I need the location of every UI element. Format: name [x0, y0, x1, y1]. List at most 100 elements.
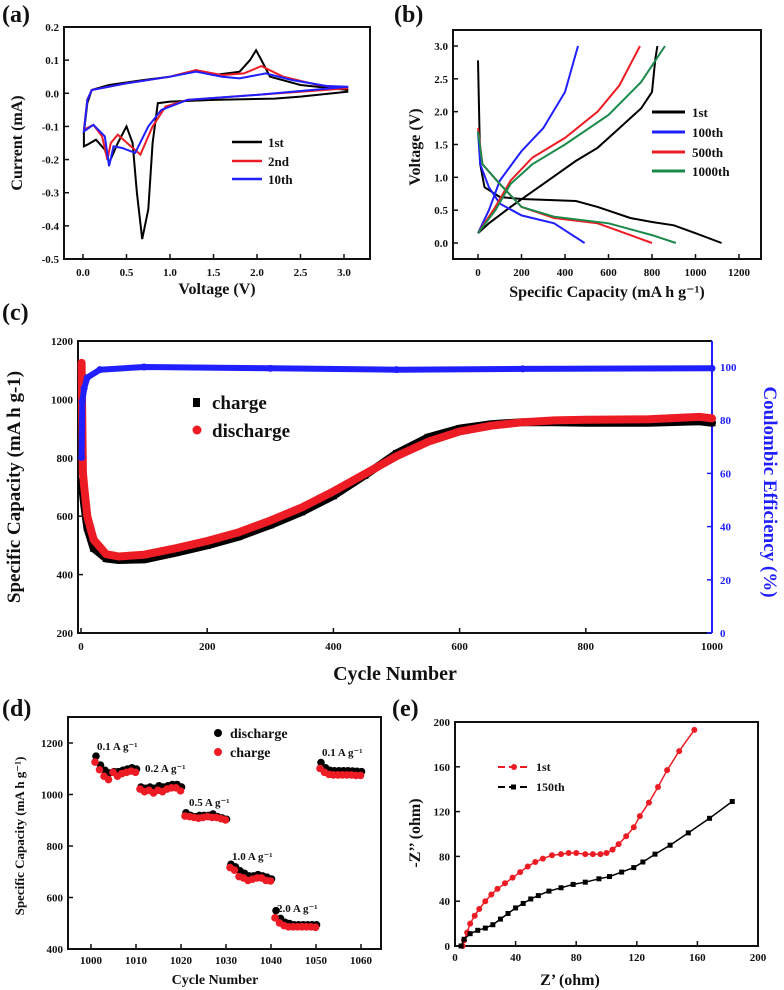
y-tick-label: 1000: [51, 394, 74, 406]
y-tick-label: 1200: [51, 336, 74, 348]
y-axis-label: Current (mA): [9, 95, 26, 190]
data-point-1st: [623, 833, 630, 840]
data-point-1st: [565, 850, 572, 857]
rate-annotation: 0.5 A g⁻¹: [189, 797, 230, 809]
y-tick-label: -0.2: [42, 155, 60, 167]
y-tick-label: 1.5: [434, 140, 448, 152]
x-tick-label: 0.5: [120, 267, 134, 279]
legend-label: 100th: [692, 125, 724, 140]
legend-label: 1000th: [692, 164, 730, 179]
data-point-1st: [645, 799, 652, 806]
panel-e: (e) 0 40 80 120 160 200 0 40 80 120 160 200 Z’ (ohm) -…: [392, 696, 767, 989]
y-tick-label: -0.1: [42, 121, 59, 133]
series-line-10th: [82, 70, 349, 167]
data-point-discharge: [272, 906, 280, 915]
x-tick-label: 0.0: [76, 267, 90, 279]
data-point-discharge: [456, 428, 464, 436]
series-line-150th: [460, 800, 733, 947]
data-point-150th: [461, 936, 467, 942]
data-point-150th: [729, 799, 735, 805]
y-axis-label: Specific Capacity (mA h g⁻¹): [12, 757, 27, 916]
data-point-discharge: [329, 487, 337, 495]
y-tick-label: 40: [439, 896, 451, 908]
data-point-discharge: [78, 359, 86, 367]
y-axis-label: Voltage (V): [407, 108, 424, 185]
y-tick-label: 1000: [41, 790, 64, 802]
legend-label: discharge: [212, 421, 290, 442]
x-tick-label: 600: [600, 267, 617, 279]
y-tick-label: 160: [434, 762, 451, 774]
axes-frame: [452, 29, 762, 260]
x-tick-label: 1.5: [207, 267, 221, 279]
x-tick-label: 80: [571, 952, 583, 964]
data-point-150th: [607, 874, 613, 880]
panel-label: (d): [2, 696, 31, 722]
data-point-150th: [475, 927, 481, 933]
data-point-charge: [90, 544, 98, 552]
x-tick-label: 0: [78, 641, 84, 653]
y2-tick-label: 40: [720, 522, 732, 534]
data-point-charge: [356, 771, 365, 780]
data-point-charge: [95, 765, 104, 774]
legend-marker-discharge: [214, 729, 222, 737]
data-point-charge: [235, 533, 243, 541]
data-point-charge: [311, 923, 320, 932]
panel-label: (b): [394, 2, 423, 28]
data-point-charge: [271, 914, 279, 922]
data-point-1st: [558, 851, 565, 858]
data-point-efficiency: [78, 398, 86, 406]
data-point-150th: [528, 896, 534, 902]
data-point-1st: [488, 891, 495, 898]
data-point-1st: [582, 851, 589, 858]
data-point-1st: [509, 874, 516, 881]
y-tick-label: 600: [57, 511, 74, 523]
data-point-efficiency: [83, 374, 91, 382]
data-point-charge: [172, 549, 180, 557]
data-point-150th: [685, 830, 691, 836]
x-tick-label: 2.0: [250, 267, 264, 279]
x-tick-label: 400: [557, 267, 574, 279]
data-point-1st: [482, 898, 489, 905]
y2-tick-label: 80: [720, 415, 732, 427]
data-point-1st: [471, 912, 478, 919]
data-point-150th: [490, 922, 496, 928]
data-point-1st: [467, 920, 474, 927]
y2-tick-label: 20: [720, 575, 732, 587]
y-tick-label: 800: [47, 841, 64, 853]
data-point-150th: [631, 865, 637, 871]
data-point-efficiency: [393, 366, 400, 374]
data-point-1st: [691, 726, 698, 733]
y-tick-label: 2.0: [434, 107, 448, 119]
data-point-charge: [266, 877, 275, 885]
y-tick-label: 1200: [41, 738, 64, 750]
x-axis-label: Cycle Number: [333, 663, 457, 685]
x-tick-label: 1.0: [163, 267, 177, 279]
data-point-1st: [548, 852, 555, 859]
charge-curve-1000th: [477, 45, 666, 234]
data-point-1st: [532, 859, 539, 865]
data-point-1st: [664, 767, 671, 774]
data-point-150th: [582, 879, 588, 885]
data-point-150th: [505, 911, 511, 917]
data-point-1st: [524, 863, 531, 870]
data-point-1st: [655, 783, 662, 790]
y-tick-label: 1.0: [434, 172, 448, 184]
data-point-discharge: [519, 418, 527, 426]
y-tick-label: 600: [47, 893, 64, 905]
data-point-charge: [221, 816, 230, 824]
y-tick-label: 80: [439, 851, 451, 863]
legend-label: 150th: [536, 780, 565, 794]
data-point-discharge: [203, 537, 211, 545]
x-tick-label: 1200: [728, 267, 751, 279]
data-point-discharge: [235, 528, 243, 536]
x-tick-label: 400: [325, 641, 342, 653]
data-point-efficiency: [96, 366, 104, 374]
rate-annotation: 0.1 A g⁻¹: [97, 741, 138, 753]
x-tick-label: 0: [452, 952, 458, 964]
panel-d: (d) 1000 1010 1020 1030 1040 1050 1060 400 600 800…: [2, 696, 382, 988]
panel-b: (b) 0 200 400 600 800 1000 1200 0.0 0.5 1.0 1.5 2.0 2…: [394, 2, 762, 301]
x-tick-label: 0: [475, 267, 481, 279]
data-point-charge: [102, 555, 110, 563]
data-point-150th: [482, 925, 488, 931]
data-point-charge: [140, 555, 148, 563]
